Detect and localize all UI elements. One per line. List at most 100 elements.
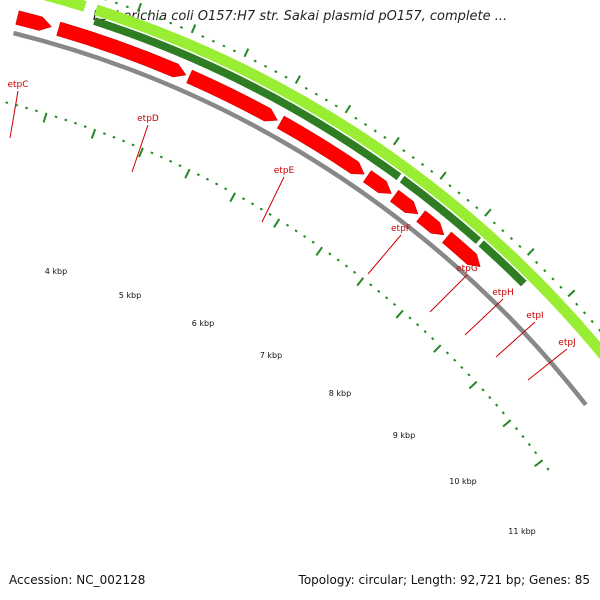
tick-mark bbox=[303, 234, 307, 238]
tick-mark bbox=[457, 191, 461, 195]
tick-mark bbox=[131, 143, 135, 147]
gene-label: etpC bbox=[7, 80, 28, 90]
tick-mark bbox=[460, 365, 464, 370]
accession-text: Accession: NC_002128 bbox=[9, 573, 146, 587]
tick-mark bbox=[285, 223, 290, 227]
tick-mark bbox=[518, 244, 522, 248]
tick-mark bbox=[543, 269, 547, 273]
band-segment bbox=[399, 175, 482, 244]
tick-mark bbox=[416, 323, 420, 327]
gene-arrow-etpH bbox=[389, 189, 419, 215]
tick-mark bbox=[534, 451, 538, 455]
tick-mark bbox=[356, 277, 365, 287]
tick-mark bbox=[484, 208, 492, 217]
tick-mark bbox=[311, 240, 315, 244]
tick-mark bbox=[169, 21, 173, 25]
label-leader-line bbox=[9, 90, 19, 139]
tick-mark bbox=[273, 218, 281, 228]
gene-arrow-etpJ bbox=[441, 231, 481, 268]
tick-mark bbox=[184, 168, 191, 179]
tick-mark bbox=[34, 109, 38, 113]
tick-mark bbox=[433, 344, 442, 353]
backbone-circle bbox=[12, 30, 588, 407]
tick-mark bbox=[178, 164, 182, 168]
tick-mark bbox=[102, 132, 106, 135]
tick-mark bbox=[448, 184, 452, 188]
gene-label: etpJ bbox=[558, 338, 575, 348]
tick-mark bbox=[526, 247, 535, 256]
tick-mark bbox=[201, 35, 205, 38]
gene-label: etpE bbox=[274, 166, 295, 176]
tick-mark bbox=[147, 13, 151, 17]
tick-mark bbox=[509, 236, 514, 241]
gene-labels: etpC etpD etpE etpF etpG etpH etpI etpJ bbox=[7, 80, 576, 381]
tick-mark bbox=[495, 403, 499, 407]
tick-mark bbox=[502, 419, 512, 428]
tick-mark bbox=[514, 426, 519, 431]
tick-mark bbox=[268, 212, 272, 216]
tick-mark bbox=[567, 289, 576, 298]
tick-mark bbox=[169, 159, 173, 163]
tick-mark bbox=[354, 116, 358, 120]
tick-mark bbox=[575, 302, 579, 306]
tick-mark bbox=[229, 192, 236, 203]
tick-mark bbox=[284, 75, 288, 79]
tick-mark bbox=[395, 309, 404, 319]
label-leader-line bbox=[527, 348, 568, 381]
tick-mark bbox=[411, 155, 415, 160]
gene-label: etpG bbox=[456, 264, 478, 274]
gene-arrow-etpE bbox=[186, 69, 278, 122]
label-leader-line bbox=[464, 298, 504, 336]
tick-mark bbox=[468, 380, 478, 390]
tick-mark bbox=[364, 123, 368, 127]
tick-mark bbox=[263, 64, 268, 68]
tick-mark bbox=[466, 198, 470, 202]
tick-mark bbox=[501, 229, 505, 233]
band-segment bbox=[94, 4, 600, 360]
tick-mark bbox=[420, 162, 425, 166]
tick-mark bbox=[546, 467, 550, 471]
tick-mark bbox=[392, 302, 397, 307]
tick-mark bbox=[232, 49, 236, 53]
tick-mark bbox=[475, 206, 479, 210]
tick-mark bbox=[402, 149, 406, 153]
genome-summary: Topology: circular; Length: 92,721 bp; G… bbox=[298, 573, 590, 587]
tick-mark bbox=[467, 373, 471, 377]
tick-mark bbox=[159, 155, 163, 159]
tick-mark bbox=[534, 260, 539, 265]
tick-mark bbox=[243, 48, 250, 58]
tick-mark bbox=[114, 1, 118, 5]
tick-mark bbox=[125, 5, 129, 9]
tick-mark bbox=[385, 296, 389, 300]
tick-mark bbox=[294, 229, 298, 233]
label-leader-line bbox=[367, 234, 402, 275]
label-leader-line bbox=[131, 124, 149, 173]
tick-mark bbox=[196, 173, 200, 177]
gene-arrow-etpC bbox=[15, 10, 52, 31]
gene-arrow-etpI bbox=[416, 210, 445, 236]
tick-mark bbox=[122, 139, 126, 143]
tick-mark bbox=[336, 258, 340, 262]
tick-mark bbox=[314, 92, 318, 96]
map-title: Escherichia coli O157:H7 str. Sakai plas… bbox=[92, 9, 508, 24]
tick-mark bbox=[241, 197, 246, 201]
tick-mark bbox=[73, 121, 78, 125]
band-segment bbox=[42, 0, 87, 12]
tick-mark bbox=[344, 104, 352, 114]
gene-arrow-etpG bbox=[362, 170, 392, 194]
label-leader-line bbox=[261, 176, 285, 223]
gene-arrow-etpF bbox=[276, 115, 365, 175]
tick-mark bbox=[445, 351, 450, 355]
tick-mark bbox=[54, 115, 58, 119]
tick-mark bbox=[25, 106, 29, 110]
tick-mark bbox=[353, 270, 357, 274]
tick-mark bbox=[150, 151, 154, 155]
tick-mark bbox=[138, 147, 144, 158]
tick-mark bbox=[559, 285, 563, 289]
tick-mark bbox=[259, 207, 263, 211]
tick-mark bbox=[488, 395, 492, 400]
scale-labels: 4 kbp 5 kbp 6 kbp 7 kbp 8 kbp 9 kbp 10 kbp 11 k… bbox=[45, 267, 536, 536]
band-segment bbox=[93, 17, 402, 181]
tick-mark bbox=[481, 388, 485, 392]
